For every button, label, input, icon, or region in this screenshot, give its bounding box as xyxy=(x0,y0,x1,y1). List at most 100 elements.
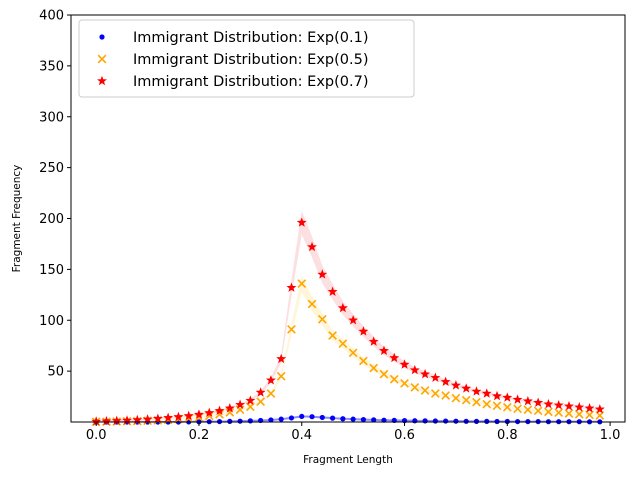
data-point xyxy=(299,413,305,420)
data-point xyxy=(317,269,328,279)
y-tick-label: 100 xyxy=(39,314,64,329)
data-point xyxy=(399,359,410,369)
data-point xyxy=(564,409,574,418)
data-point xyxy=(297,279,307,288)
data-point xyxy=(410,383,420,392)
y-tick-label: 250 xyxy=(39,161,64,176)
data-point xyxy=(502,402,512,412)
data-point xyxy=(163,412,174,423)
legend-entry-immigrant-distribution-exp-0-1: Immigrant Distribution: Exp(0.1) xyxy=(99,30,369,46)
data-point xyxy=(173,411,184,422)
data-point xyxy=(450,380,461,390)
data-point xyxy=(183,410,194,421)
x-tick-label: 0.2 xyxy=(189,428,210,443)
legend-label: Immigrant Distribution: Exp(0.5) xyxy=(133,52,369,68)
x-tick-label: 0.4 xyxy=(291,428,312,443)
data-point xyxy=(512,394,523,404)
data-point xyxy=(122,415,132,425)
data-point xyxy=(348,315,359,325)
x-tick-label: 0.6 xyxy=(394,428,415,443)
data-point xyxy=(369,363,379,373)
y-tick-label: 150 xyxy=(39,263,64,278)
x-axis-ticks: 0.0 0.2 0.4 0.6 0.8 1.0 xyxy=(86,422,621,443)
data-point xyxy=(492,401,502,411)
series-immigrant-distribution-exp-0-5 xyxy=(91,279,605,427)
data-point xyxy=(574,402,585,412)
data-point xyxy=(152,413,163,423)
data-point xyxy=(247,418,253,424)
y-tick-label: 200 xyxy=(39,212,64,227)
data-point xyxy=(348,348,358,358)
data-point xyxy=(268,417,274,423)
data-point xyxy=(194,409,204,419)
data-point xyxy=(265,375,276,385)
data-point xyxy=(379,345,389,355)
data-point xyxy=(204,411,214,421)
data-point xyxy=(227,418,233,424)
data-point xyxy=(389,352,400,363)
x-tick-label: 1.0 xyxy=(600,428,621,443)
legend-marker xyxy=(97,54,107,64)
data-point xyxy=(278,416,284,422)
data-point xyxy=(533,397,544,407)
data-point xyxy=(350,416,356,422)
data-point xyxy=(554,408,564,418)
data-point xyxy=(317,314,327,324)
data-point xyxy=(409,364,420,375)
legend-entry-immigrant-distribution-exp-0-5: Immigrant Distribution: Exp(0.5) xyxy=(97,52,369,68)
legend: Immigrant Distribution: Exp(0.1) Immigran… xyxy=(78,19,415,98)
data-point xyxy=(513,404,522,414)
legend-entry-immigrant-distribution-exp-0-7: Immigrant Distribution: Exp(0.7) xyxy=(97,74,369,90)
data-point xyxy=(307,299,317,309)
data-point xyxy=(225,407,235,417)
data-point xyxy=(422,418,428,424)
data-point xyxy=(544,407,553,417)
data-point xyxy=(494,418,500,425)
data-point xyxy=(504,418,510,425)
band-immigrant-distribution-exp-0-5 xyxy=(96,275,600,422)
data-point xyxy=(337,302,348,313)
data-point xyxy=(296,217,307,227)
y-axis-label: Fragment Frequency xyxy=(11,165,23,273)
data-point xyxy=(420,368,431,379)
data-point xyxy=(327,286,338,296)
data-point xyxy=(523,405,533,415)
y-tick-label: 300 xyxy=(39,110,64,125)
data-point xyxy=(368,336,379,346)
data-point xyxy=(379,369,389,379)
data-point xyxy=(340,416,346,422)
data-point xyxy=(101,415,112,426)
legend-marker xyxy=(99,34,105,40)
data-point xyxy=(543,398,554,409)
data-point xyxy=(338,339,348,349)
legend-label: Immigrant Distribution: Exp(0.7) xyxy=(133,74,369,90)
data-point xyxy=(276,353,287,364)
data-point xyxy=(432,418,438,424)
data-point xyxy=(132,414,143,425)
data-point xyxy=(574,409,584,419)
data-point xyxy=(430,372,441,382)
data-point xyxy=(224,403,235,413)
data-point xyxy=(287,325,296,334)
y-axis-ticks: 50 100 150 200 250 300 350 400 xyxy=(39,9,71,380)
series-immigrant-distribution-exp-0-7 xyxy=(91,217,605,426)
data-point xyxy=(255,387,266,397)
data-point xyxy=(358,326,369,336)
x-tick-label: 0.0 xyxy=(86,428,107,443)
data-point xyxy=(451,393,461,403)
data-point xyxy=(111,415,122,426)
data-point xyxy=(482,399,492,409)
data-point xyxy=(142,414,153,424)
data-point xyxy=(484,418,490,424)
data-point xyxy=(389,374,399,384)
x-axis-label: Fragment Length xyxy=(303,454,393,466)
x-tick-label: 0.8 xyxy=(497,428,518,443)
data-point xyxy=(584,403,595,413)
data-point xyxy=(329,415,336,421)
data-point xyxy=(237,418,243,424)
data-point xyxy=(276,371,286,381)
band-immigrant-distribution-exp-0-7 xyxy=(96,210,600,422)
data-point xyxy=(461,383,472,393)
data-point xyxy=(256,397,266,407)
